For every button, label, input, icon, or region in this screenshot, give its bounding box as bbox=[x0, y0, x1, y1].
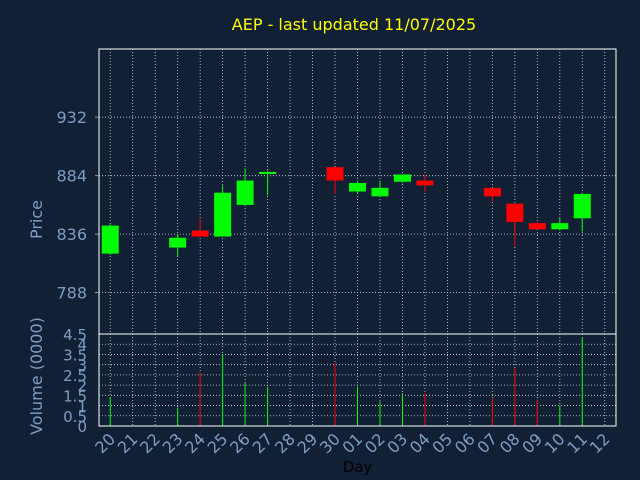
volume-tick-label: 4 bbox=[77, 336, 87, 354]
candle-body bbox=[371, 187, 389, 197]
candle-body bbox=[169, 237, 187, 248]
price-axis-label: Price bbox=[27, 200, 46, 239]
volume-tick-label: 2.5 bbox=[63, 367, 87, 385]
volume-tick-label: 1 bbox=[77, 398, 87, 416]
price-tick-label: 932 bbox=[56, 108, 87, 127]
volume-tick-label: 4.5 bbox=[63, 326, 87, 344]
volume-panel-frame bbox=[98, 333, 617, 427]
candle-body bbox=[259, 172, 277, 175]
price-tick-label: 884 bbox=[56, 167, 87, 186]
candle-body bbox=[416, 180, 434, 186]
candle-body bbox=[573, 193, 591, 219]
candle-body bbox=[349, 182, 366, 192]
candle-body bbox=[528, 223, 546, 230]
price-tick-label: 788 bbox=[56, 284, 87, 303]
volume-tick-label: 1.5 bbox=[63, 387, 87, 405]
candle-body bbox=[101, 225, 119, 254]
candle-body bbox=[483, 187, 501, 197]
price-grid bbox=[99, 49, 616, 334]
volume-tick-label: 0.5 bbox=[63, 408, 87, 426]
volume-tick-label: 3.5 bbox=[63, 346, 87, 364]
chart-marks bbox=[101, 167, 591, 426]
volume-tick-label: 2 bbox=[77, 377, 87, 395]
candle-body bbox=[506, 203, 524, 222]
volume-axis-label: Volume (0000) bbox=[27, 317, 46, 435]
candle-body bbox=[214, 192, 232, 237]
candle-body bbox=[236, 180, 254, 205]
candle-body bbox=[191, 230, 209, 237]
volume-tick-label: 0 bbox=[77, 418, 87, 436]
candle-body bbox=[326, 167, 344, 181]
day-axis-label: Day bbox=[343, 458, 373, 476]
candle-body bbox=[551, 223, 569, 230]
volume-tick-label: 3 bbox=[77, 357, 87, 375]
price-tick-label: 836 bbox=[56, 225, 87, 244]
chart-title: AEP - last updated 11/07/2025 bbox=[232, 15, 476, 34]
candle-body bbox=[393, 174, 411, 182]
